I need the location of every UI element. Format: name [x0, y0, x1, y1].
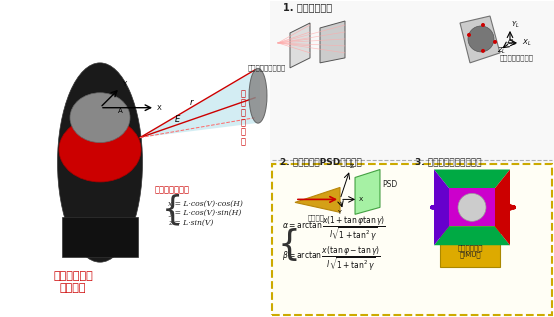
Polygon shape — [449, 188, 495, 226]
Text: {: { — [278, 228, 301, 262]
Text: 六自由度位姿测量靶: 六自由度位姿测量靶 — [248, 65, 286, 71]
Polygon shape — [434, 170, 449, 245]
Text: 空间位置测量：: 空间位置测量： — [155, 185, 190, 194]
Text: 针孔棱镜: 针孔棱镜 — [308, 214, 325, 221]
Text: X: X — [157, 105, 162, 111]
Circle shape — [493, 40, 497, 44]
Ellipse shape — [58, 63, 142, 262]
Text: y = L·cos(V)·sin(H): y = L·cos(V)·sin(H) — [168, 209, 242, 217]
Text: $Z_L$: $Z_L$ — [497, 46, 506, 56]
Circle shape — [458, 193, 486, 221]
Text: {: { — [162, 194, 183, 227]
Text: Y: Y — [338, 210, 342, 215]
Text: z = L·sin(V): z = L·sin(V) — [168, 219, 213, 227]
Text: X: X — [359, 197, 363, 202]
Polygon shape — [495, 170, 510, 245]
Ellipse shape — [249, 68, 267, 123]
Text: 空
间
姿
态
测
量: 空 间 姿 态 测 量 — [240, 89, 245, 146]
Circle shape — [481, 49, 485, 53]
Circle shape — [468, 26, 494, 52]
Text: PSD: PSD — [382, 180, 397, 190]
Polygon shape — [295, 187, 340, 212]
Text: A: A — [118, 108, 123, 114]
Text: 惯性测量单元
（IMU）: 惯性测量单元 （IMU） — [457, 244, 483, 258]
Polygon shape — [140, 68, 260, 138]
Polygon shape — [290, 23, 310, 68]
Ellipse shape — [70, 93, 130, 143]
Text: 六自由度跟踪
测量系统: 六自由度跟踪 测量系统 — [53, 271, 93, 293]
Text: $O_L$: $O_L$ — [507, 38, 517, 48]
Circle shape — [481, 23, 485, 27]
Text: $\alpha = \arctan\dfrac{x(1+\tan\varphi\tan\gamma)}{l\sqrt{1+\tan^2\gamma}}$: $\alpha = \arctan\dfrac{x(1+\tan\varphi\… — [282, 214, 386, 243]
Text: Y: Y — [122, 81, 126, 87]
Text: $\beta = \arctan\dfrac{x(\tan\varphi-\tan\gamma)}{l\sqrt{1+\tan^2\gamma}}$: $\beta = \arctan\dfrac{x(\tan\varphi-\ta… — [282, 244, 381, 273]
Text: 激光跟踪仪坐标系: 激光跟踪仪坐标系 — [500, 55, 534, 61]
Text: Z: Z — [350, 164, 354, 169]
Text: $X_L$: $X_L$ — [522, 38, 531, 48]
Text: x = L·cos(V)·cos(H): x = L·cos(V)·cos(H) — [168, 199, 243, 207]
Bar — [270, 1, 554, 163]
Ellipse shape — [59, 117, 141, 182]
Text: E: E — [175, 115, 180, 124]
Text: 1. 相机位姿测量: 1. 相机位姿测量 — [283, 2, 332, 12]
Text: r: r — [190, 98, 193, 107]
Text: 2. 针孔棱镜和PSD测姿态角: 2. 针孔棱镜和PSD测姿态角 — [280, 158, 362, 166]
Polygon shape — [460, 16, 500, 63]
Bar — [440, 222, 500, 267]
Circle shape — [467, 33, 471, 37]
Polygon shape — [355, 170, 380, 214]
Polygon shape — [434, 170, 510, 188]
Polygon shape — [320, 21, 345, 63]
Text: $Y_L$: $Y_L$ — [511, 20, 520, 30]
Text: 3. 惯性测量单元测姿态角: 3. 惯性测量单元测姿态角 — [415, 158, 481, 166]
Bar — [272, 164, 552, 315]
Bar — [62, 217, 138, 257]
Polygon shape — [434, 226, 510, 245]
